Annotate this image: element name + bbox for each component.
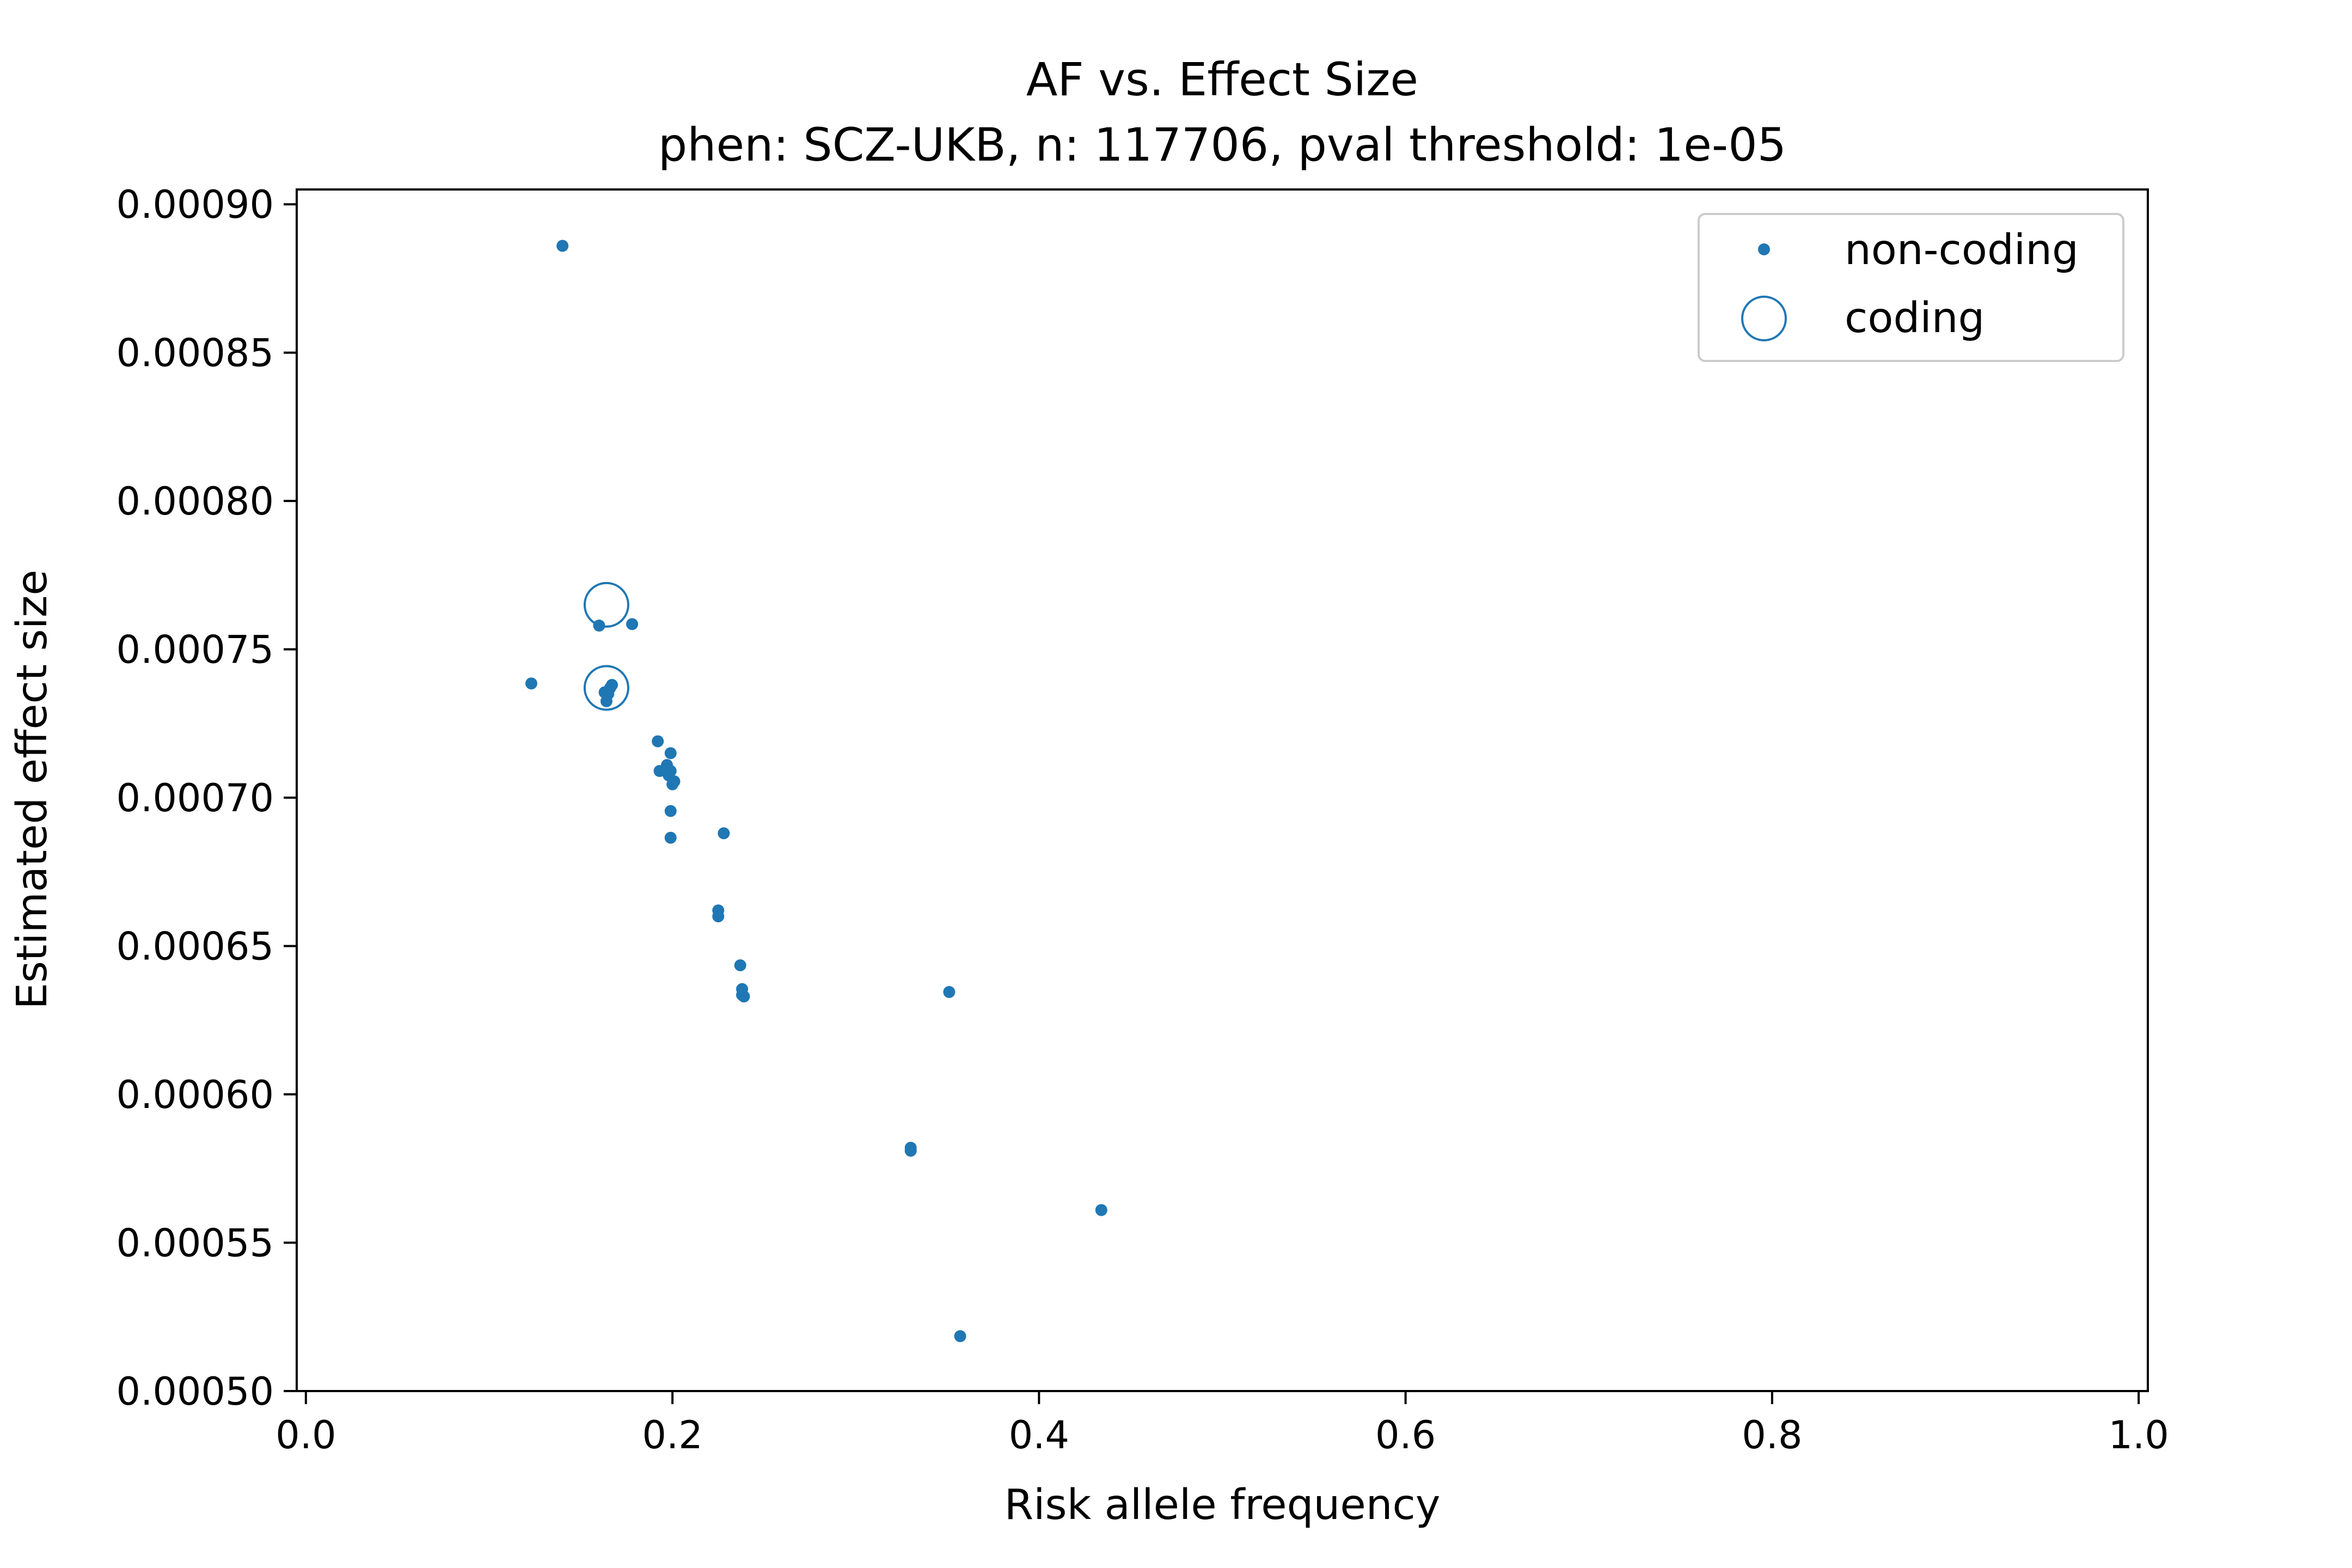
x-tick-label: 0.2 <box>642 1413 702 1457</box>
plot-area <box>525 240 1107 1343</box>
legend-box <box>1698 213 2124 362</box>
x-tick-label: 0.8 <box>1742 1413 1802 1457</box>
y-tick-label: 0.00050 <box>117 1369 274 1414</box>
y-tick-label: 0.00085 <box>117 331 274 376</box>
y-axis: 0.00050 0.00055 0.00060 0.00065 0.00070 0.000… <box>117 182 297 1414</box>
coding-point <box>583 665 629 711</box>
non-coding-point <box>664 747 677 759</box>
non-coding-point <box>738 990 750 1003</box>
y-tick-label: 0.00065 <box>117 924 274 969</box>
y-tick-label: 0.00075 <box>117 628 274 672</box>
y-tick-label: 0.00080 <box>117 479 274 524</box>
y-axis-label: Estimated effect size <box>8 569 57 1009</box>
non-coding-point <box>904 1144 917 1157</box>
non-coding-point <box>664 831 677 844</box>
series-non-coding <box>525 240 1107 1343</box>
plot-frame <box>296 188 2149 1392</box>
non-coding-point <box>664 805 677 817</box>
non-coding-point <box>525 677 537 690</box>
legend-label-coding: coding <box>1845 294 1984 342</box>
x-tick-label: 1.0 <box>2109 1413 2169 1457</box>
non-coding-point <box>954 1330 966 1343</box>
non-coding-point <box>652 735 664 748</box>
x-tick-label: 0.6 <box>1375 1413 1436 1457</box>
non-coding-point <box>734 959 746 972</box>
y-tick-label: 0.00070 <box>117 776 274 820</box>
legend-label-non-coding: non-coding <box>1845 226 2079 274</box>
non-coding-point <box>556 240 569 252</box>
non-coding-point <box>664 765 677 777</box>
legend-marker-non-coding <box>1758 243 1770 255</box>
y-tick-label: 0.00060 <box>117 1073 274 1117</box>
series-coding <box>583 581 629 711</box>
non-coding-point <box>606 679 618 691</box>
legend: non-coding coding <box>1698 213 2124 362</box>
non-coding-point <box>1095 1204 1107 1216</box>
legend-marker-coding <box>1741 296 1787 341</box>
non-coding-point <box>943 986 955 999</box>
non-coding-point <box>718 827 730 840</box>
x-axis: 0.0 0.2 0.4 0.6 0.8 1.0 <box>275 1391 2169 1457</box>
y-tick-label: 0.00090 <box>117 182 274 227</box>
y-tick-label: 0.00055 <box>117 1221 274 1266</box>
x-tick-label: 0.0 <box>275 1413 336 1457</box>
non-coding-point <box>668 775 681 788</box>
non-coding-point <box>626 618 639 630</box>
non-coding-point <box>712 910 725 923</box>
x-tick-label: 0.4 <box>1009 1413 1069 1457</box>
chart-title: AF vs. Effect Size <box>1026 53 1418 106</box>
coding-point <box>583 581 629 628</box>
x-axis-label: Risk allele frequency <box>1004 1481 1441 1529</box>
chart-subtitle: phen: SCZ-UKB, n: 117706, pval threshold… <box>658 118 1786 171</box>
